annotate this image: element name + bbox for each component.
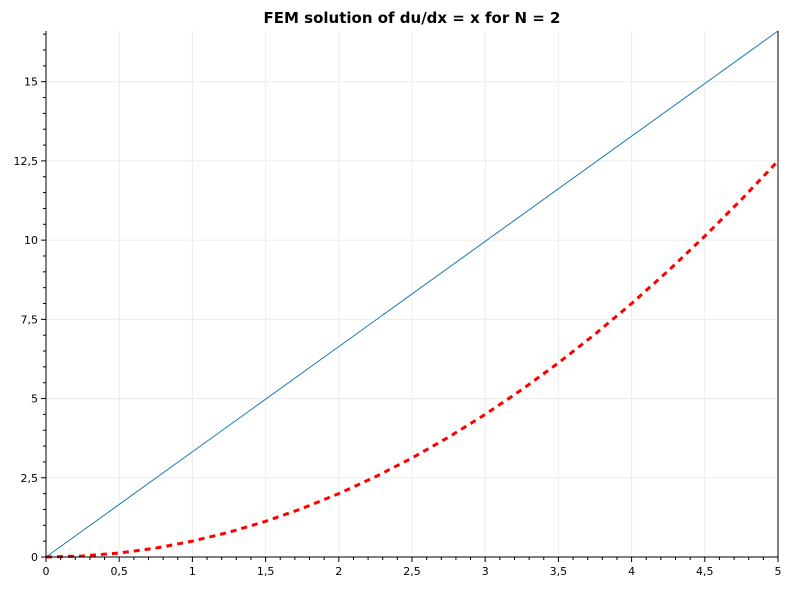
x-tick-labels: 0 0,5 1 1,5 2 2,5 3 3,5 4 4,5 5 bbox=[43, 565, 782, 578]
y-tick-label: 5 bbox=[31, 393, 38, 406]
y-tick-label: 10 bbox=[24, 234, 38, 247]
x-tick-label: 2 bbox=[335, 565, 342, 578]
y-tick-label: 2,5 bbox=[21, 472, 39, 485]
x-tick-label: 1 bbox=[189, 565, 196, 578]
x-tick-label: 0 bbox=[43, 565, 50, 578]
series-line-2 bbox=[45, 159, 780, 559]
x-tick-label: 4 bbox=[628, 565, 635, 578]
x-tick-label: 3,5 bbox=[550, 565, 568, 578]
x-tick-label: 3 bbox=[482, 565, 489, 578]
y-tick-label: 0 bbox=[31, 551, 38, 564]
series-layer bbox=[45, 30, 780, 559]
axes bbox=[41, 31, 779, 562]
series-line-1 bbox=[45, 30, 779, 558]
y-tick-labels: 0 2,5 5 7,5 10 12,5 15 bbox=[14, 76, 39, 564]
y-tick-label: 15 bbox=[24, 76, 38, 89]
x-tick-label: 5 bbox=[775, 565, 782, 578]
x-tick-label: 1,5 bbox=[257, 565, 275, 578]
x-tick-label: 4,5 bbox=[696, 565, 714, 578]
y-tick-label: 7,5 bbox=[21, 313, 39, 326]
x-tick-label: 2,5 bbox=[403, 565, 421, 578]
chart-title: FEM solution of du/dx = x for N = 2 bbox=[264, 9, 561, 27]
y-tick-label: 12,5 bbox=[14, 155, 39, 168]
x-tick-label: 0,5 bbox=[110, 565, 128, 578]
